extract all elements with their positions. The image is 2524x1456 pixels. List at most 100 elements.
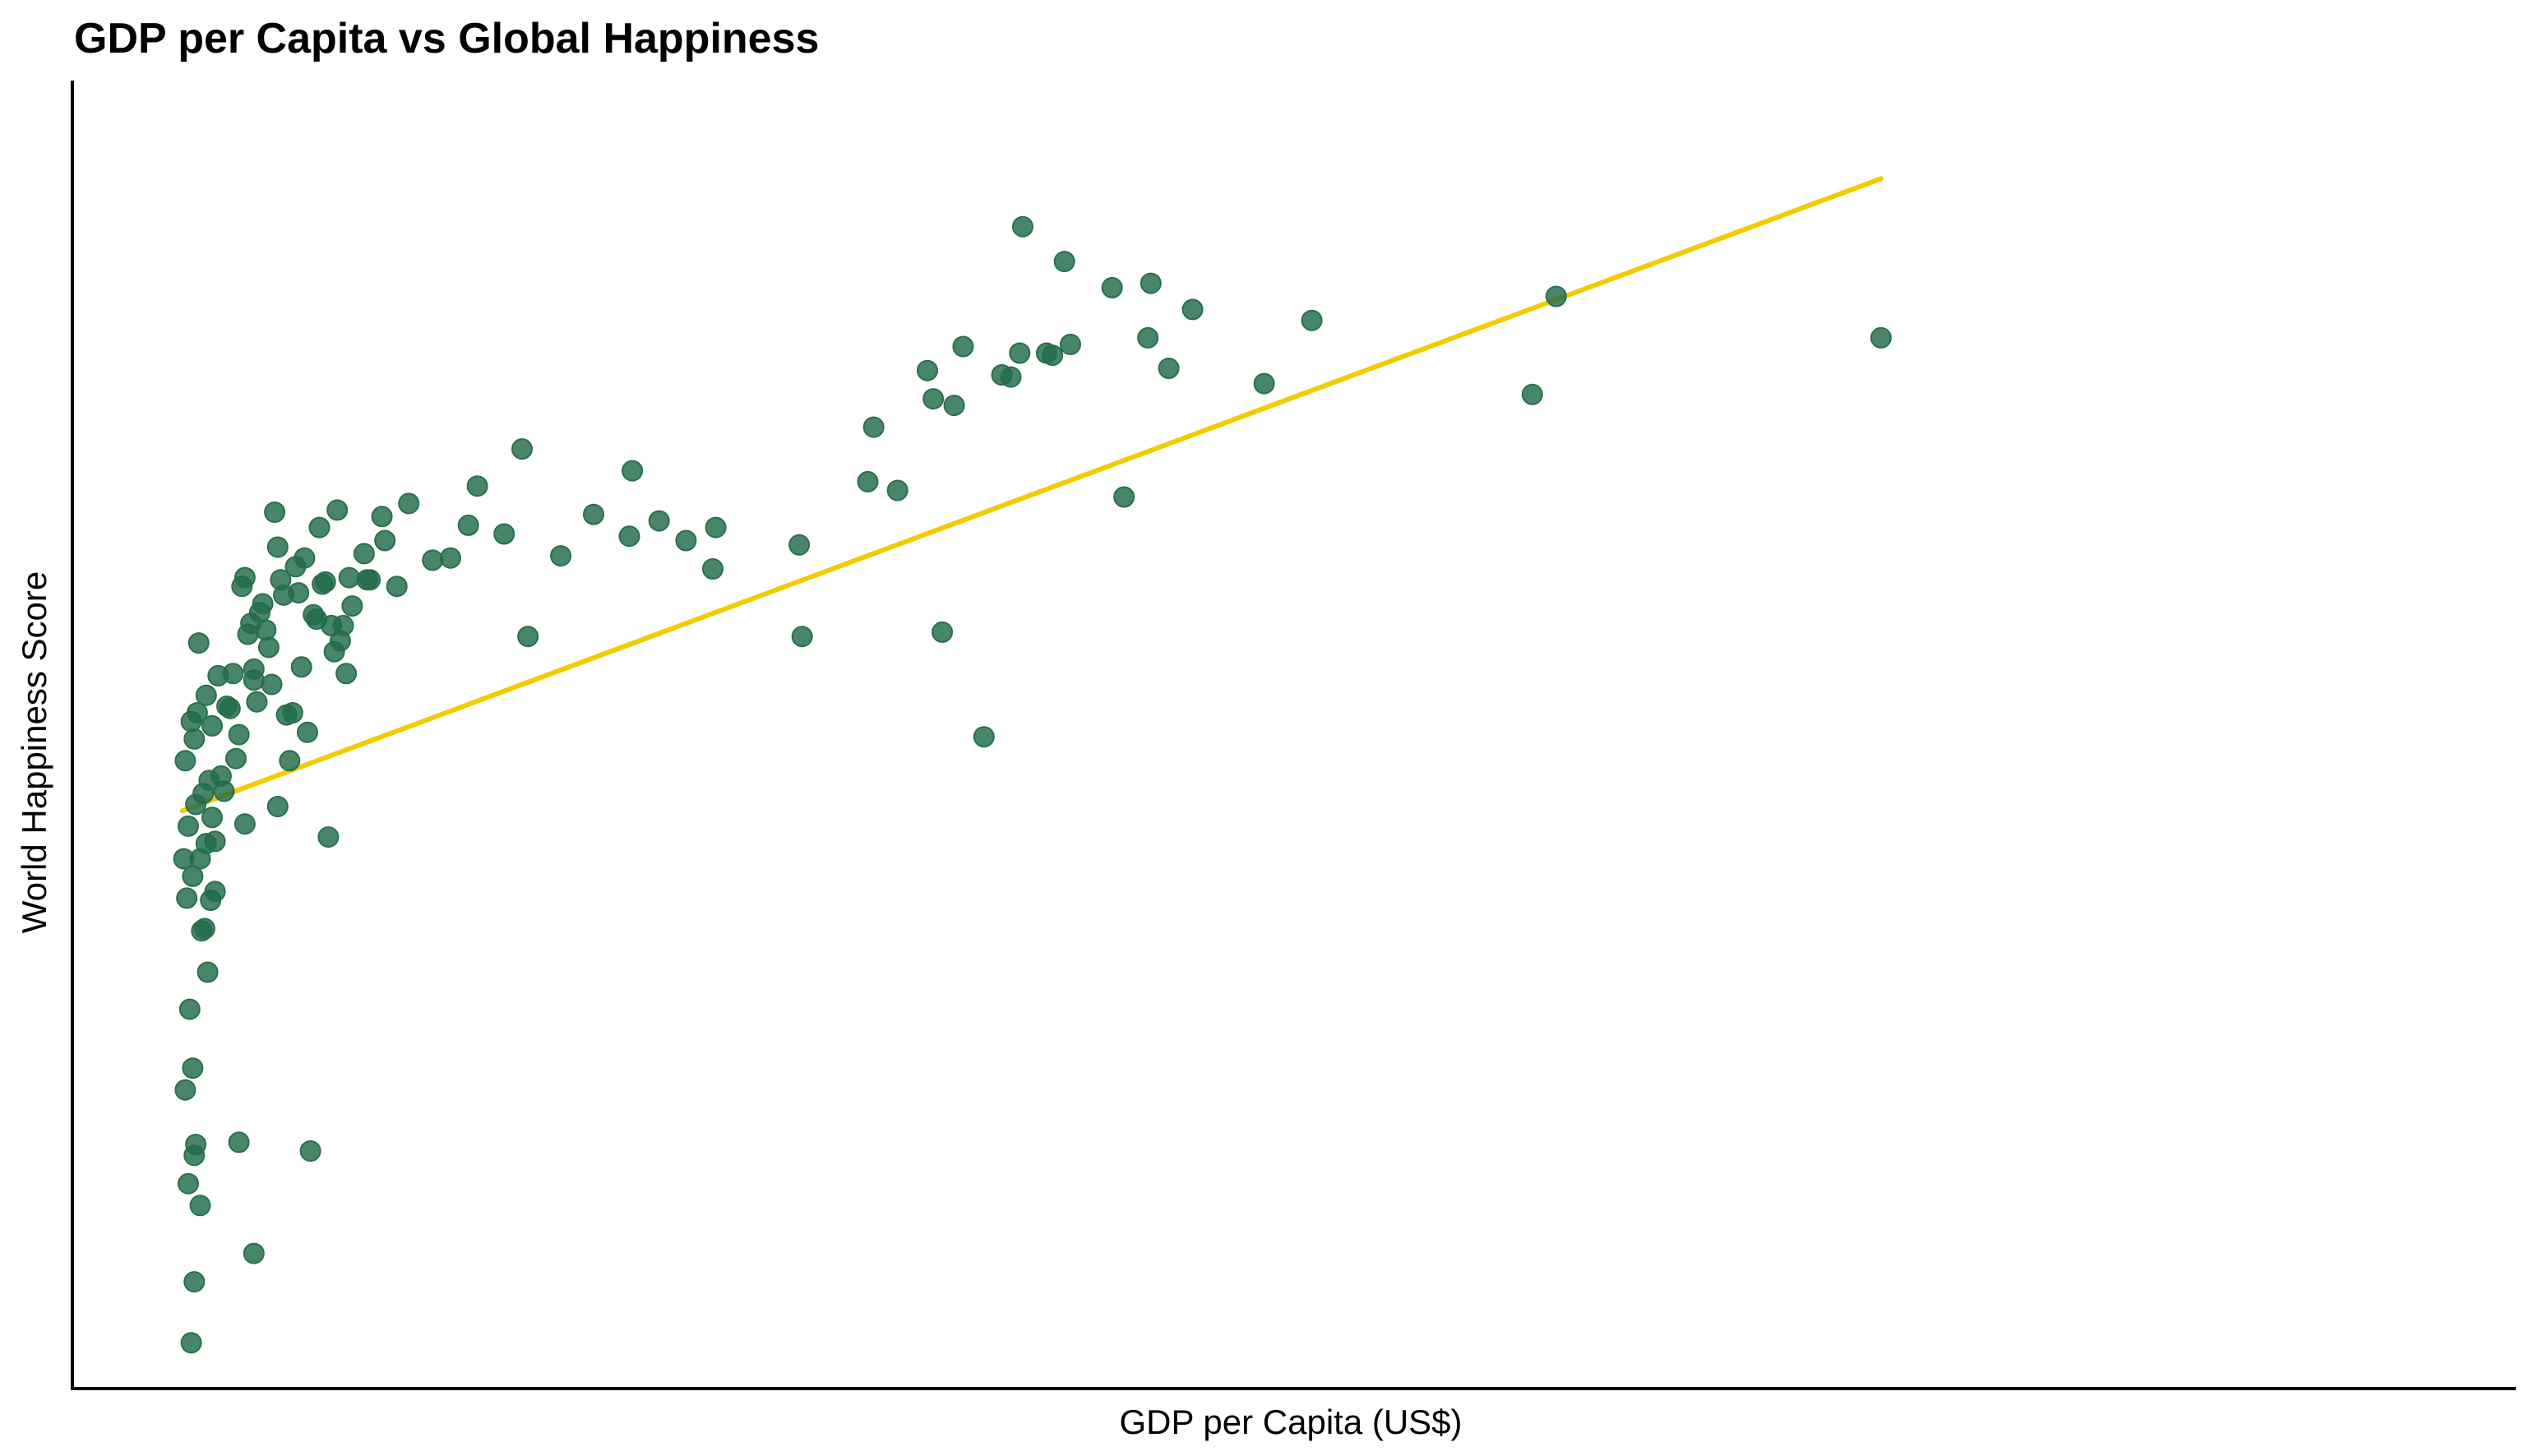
data-point-110: [1009, 342, 1031, 364]
data-point-114: [973, 726, 995, 748]
data-point-11: [201, 714, 223, 737]
data-point-126: [1545, 285, 1567, 307]
data-point-46: [281, 702, 303, 723]
data-point-123: [1253, 372, 1275, 395]
data-point-17: [196, 961, 219, 983]
data-point-16: [193, 918, 215, 940]
data-point-45: [279, 750, 301, 772]
data-point-58: [317, 826, 340, 848]
data-point-80: [374, 529, 396, 552]
data-point-116: [1053, 251, 1075, 273]
data-point-107: [943, 395, 965, 417]
data-point-20: [176, 887, 198, 909]
data-point-109: [1000, 366, 1022, 388]
data-point-21: [178, 998, 201, 1020]
y-axis-label: World Happiness Score: [15, 571, 53, 933]
data-point-73: [233, 813, 256, 835]
data-point-115: [1012, 215, 1033, 238]
chart-title: GDP per Capita vs Global Happiness: [74, 15, 819, 62]
data-point-118: [1137, 326, 1159, 349]
data-point-19: [173, 848, 195, 870]
data-point-66: [341, 595, 363, 617]
data-point-120: [1113, 486, 1135, 508]
data-point-90: [550, 545, 572, 567]
data-point-132: [228, 1131, 250, 1153]
data-point-68: [216, 696, 238, 717]
data-point-49: [290, 656, 312, 678]
data-point-72: [204, 881, 226, 903]
data-point-100: [857, 470, 879, 492]
data-point-84: [440, 547, 461, 569]
data-point-82: [398, 492, 420, 515]
data-point-104: [922, 388, 945, 410]
data-point-122: [1181, 298, 1204, 321]
data-point-105: [917, 359, 938, 381]
data-point-40: [264, 502, 286, 523]
data-point-133: [189, 1195, 211, 1217]
data-point-125: [1521, 383, 1543, 405]
data-point-78: [359, 569, 381, 591]
data-point-69: [210, 765, 232, 787]
data-point-50: [294, 547, 316, 569]
data-point-52: [299, 1140, 321, 1162]
data-point-2: [174, 750, 196, 772]
data-point-98: [788, 534, 811, 556]
data-point-8: [185, 793, 207, 816]
data-point-97: [702, 558, 723, 580]
data-point-61: [326, 499, 349, 521]
data-point-24: [174, 1079, 196, 1101]
data-point-106: [952, 335, 974, 358]
trendline: [179, 176, 1884, 814]
data-point-89: [493, 523, 515, 545]
data-point-9: [195, 684, 217, 706]
trendline-layer: [179, 176, 1884, 814]
data-point-124: [1301, 309, 1323, 331]
data-point-57: [314, 571, 336, 593]
data-point-63: [332, 614, 354, 636]
data-point-92: [618, 525, 640, 548]
data-point-130: [180, 1332, 202, 1354]
data-point-101: [886, 479, 908, 502]
data-point-127: [1870, 326, 1892, 349]
data-point-76: [353, 543, 375, 565]
data-point-83: [422, 549, 444, 571]
data-point-91: [583, 503, 604, 525]
data-point-27: [225, 747, 247, 770]
data-point-71: [195, 833, 217, 855]
data-point-121: [1139, 272, 1162, 294]
data-point-26: [222, 663, 244, 685]
data-point-117: [1101, 276, 1123, 298]
data-point-93: [648, 510, 670, 532]
data-point-94: [622, 460, 644, 482]
data-point-95: [675, 529, 697, 552]
data-point-103: [931, 621, 954, 643]
data-point-131: [183, 1144, 206, 1167]
data-point-102: [862, 416, 885, 438]
data-point-48: [288, 582, 310, 604]
data-point-28: [228, 723, 250, 746]
x-axis-label: GDP per Capita (US$): [1119, 1403, 1462, 1441]
data-point-96: [705, 516, 727, 538]
data-point-4: [178, 815, 199, 837]
data-point-70: [201, 807, 223, 829]
data-point-119: [1158, 358, 1180, 379]
data-point-1: [183, 728, 206, 750]
data-point-74: [243, 658, 265, 680]
data-point-34: [246, 691, 268, 713]
data-point-65: [338, 566, 360, 589]
data-point-38: [257, 636, 280, 659]
data-points-layer: [173, 215, 1892, 1354]
data-point-87: [511, 438, 533, 460]
data-point-88: [517, 626, 539, 648]
data-point-51: [297, 721, 318, 743]
data-point-39: [261, 673, 283, 696]
data-point-3: [186, 702, 208, 723]
data-point-113: [1036, 342, 1057, 364]
data-point-37: [255, 619, 277, 641]
data-point-41: [266, 536, 289, 558]
data-point-79: [371, 506, 393, 528]
data-point-128: [183, 1271, 206, 1293]
data-point-99: [791, 626, 813, 648]
data-point-6: [182, 865, 204, 887]
